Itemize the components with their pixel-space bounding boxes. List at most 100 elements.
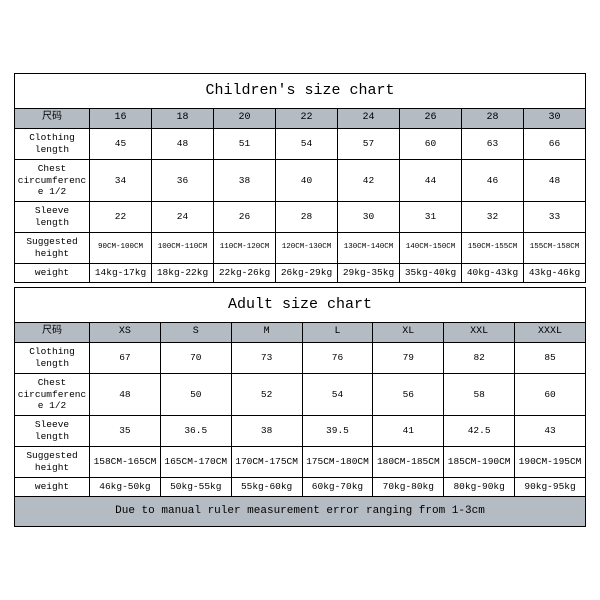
- cell: 38: [214, 159, 276, 202]
- cell: 185CM-190CM: [444, 447, 515, 478]
- row-label: Clothing length: [15, 128, 90, 159]
- cell: 40kg-43kg: [462, 263, 524, 282]
- cell: 39.5: [302, 416, 373, 447]
- size-label-header: 尺码: [15, 323, 90, 343]
- cell: 28: [276, 202, 338, 233]
- cell: 18kg-22kg: [152, 263, 214, 282]
- cell: 175CM-180CM: [302, 447, 373, 478]
- cell: 120CM-130CM: [276, 233, 338, 264]
- cell: 80kg-90kg: [444, 477, 515, 496]
- column-header: 24: [338, 109, 400, 129]
- cell: 58: [444, 373, 515, 416]
- cell: 76: [302, 342, 373, 373]
- cell: 82: [444, 342, 515, 373]
- cell: 100CM-110CM: [152, 233, 214, 264]
- cell: 170CM-175CM: [231, 447, 302, 478]
- cell: 130CM-140CM: [338, 233, 400, 264]
- row-label: Suggested height: [15, 233, 90, 264]
- row-label: Suggested height: [15, 447, 90, 478]
- table-row: Chest circumference 1/248505254565860: [15, 373, 586, 416]
- cell: 57: [338, 128, 400, 159]
- row-label: Chest circumference 1/2: [15, 373, 90, 416]
- row-label: Sleeve length: [15, 202, 90, 233]
- row-label: Chest circumference 1/2: [15, 159, 90, 202]
- cell: 35: [90, 416, 161, 447]
- cell: 35kg-40kg: [400, 263, 462, 282]
- children-size-table: Children's size chart尺码1618202224262830C…: [14, 73, 586, 283]
- cell: 43kg-46kg: [524, 263, 586, 282]
- cell: 48: [524, 159, 586, 202]
- cell: 24: [152, 202, 214, 233]
- cell: 22: [90, 202, 152, 233]
- cell: 38: [231, 416, 302, 447]
- cell: 26kg-29kg: [276, 263, 338, 282]
- cell: 85: [515, 342, 586, 373]
- cell: 60kg-70kg: [302, 477, 373, 496]
- column-header: 18: [152, 109, 214, 129]
- cell: 48: [90, 373, 161, 416]
- cell: 150CM-155CM: [462, 233, 524, 264]
- cell: 29kg-35kg: [338, 263, 400, 282]
- column-header: S: [160, 323, 231, 343]
- cell: 30: [338, 202, 400, 233]
- adult-size-table: Adult size chart尺码XSSMLXLXXLXXXLClothing…: [14, 287, 586, 528]
- column-header: 20: [214, 109, 276, 129]
- cell: 56: [373, 373, 444, 416]
- cell: 36.5: [160, 416, 231, 447]
- cell: 34: [90, 159, 152, 202]
- cell: 70: [160, 342, 231, 373]
- row-label: Sleeve length: [15, 416, 90, 447]
- column-header: XS: [90, 323, 161, 343]
- table-title: Adult size chart: [15, 287, 586, 323]
- cell: 33: [524, 202, 586, 233]
- cell: 180CM-185CM: [373, 447, 444, 478]
- cell: 90kg-95kg: [515, 477, 586, 496]
- cell: 32: [462, 202, 524, 233]
- cell: 140CM-150CM: [400, 233, 462, 264]
- cell: 54: [302, 373, 373, 416]
- cell: 60: [515, 373, 586, 416]
- column-header: XL: [373, 323, 444, 343]
- cell: 43: [515, 416, 586, 447]
- table-row: Suggested height90CM-100CM100CM-110CM110…: [15, 233, 586, 264]
- cell: 158CM-165CM: [90, 447, 161, 478]
- column-header: L: [302, 323, 373, 343]
- cell: 110CM-120CM: [214, 233, 276, 264]
- cell: 42.5: [444, 416, 515, 447]
- cell: 90CM-100CM: [90, 233, 152, 264]
- cell: 50: [160, 373, 231, 416]
- cell: 67: [90, 342, 161, 373]
- cell: 46: [462, 159, 524, 202]
- column-header: 26: [400, 109, 462, 129]
- column-header: 30: [524, 109, 586, 129]
- cell: 52: [231, 373, 302, 416]
- cell: 40: [276, 159, 338, 202]
- cell: 45: [90, 128, 152, 159]
- cell: 26: [214, 202, 276, 233]
- table-row: Suggested height158CM-165CM165CM-170CM17…: [15, 447, 586, 478]
- column-header: 28: [462, 109, 524, 129]
- footer-note: Due to manual ruler measurement error ra…: [15, 496, 586, 527]
- column-header: XXL: [444, 323, 515, 343]
- cell: 41: [373, 416, 444, 447]
- cell: 14kg-17kg: [90, 263, 152, 282]
- cell: 42: [338, 159, 400, 202]
- cell: 79: [373, 342, 444, 373]
- cell: 60: [400, 128, 462, 159]
- cell: 54: [276, 128, 338, 159]
- table-row: Clothing length67707376798285: [15, 342, 586, 373]
- size-label-header: 尺码: [15, 109, 90, 129]
- table-row: Clothing length4548515457606366: [15, 128, 586, 159]
- row-label: weight: [15, 263, 90, 282]
- cell: 44: [400, 159, 462, 202]
- cell: 46kg-50kg: [90, 477, 161, 496]
- cell: 73: [231, 342, 302, 373]
- table-row: Chest circumference 1/23436384042444648: [15, 159, 586, 202]
- cell: 48: [152, 128, 214, 159]
- cell: 66: [524, 128, 586, 159]
- row-label: weight: [15, 477, 90, 496]
- cell: 63: [462, 128, 524, 159]
- table-title: Children's size chart: [15, 73, 586, 109]
- column-header: 22: [276, 109, 338, 129]
- cell: 50kg-55kg: [160, 477, 231, 496]
